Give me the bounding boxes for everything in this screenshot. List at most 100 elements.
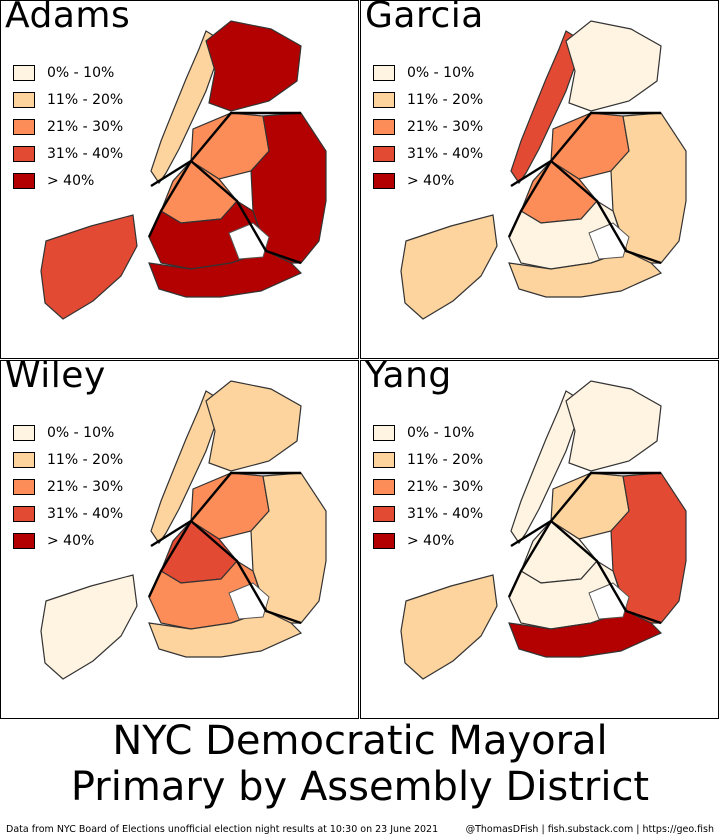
legend-label: 0% - 10% [47, 424, 115, 441]
legend-swatch [373, 64, 395, 81]
region-bronx [205, 380, 302, 472]
borough-map [400, 20, 687, 320]
legend-item: 0% - 10% [373, 59, 483, 86]
legend-label: 31% - 40% [47, 145, 124, 162]
legend-item: > 40% [373, 527, 483, 554]
legend-item: 31% - 40% [373, 500, 483, 527]
legend-swatch [13, 118, 35, 135]
legend-label: 31% - 40% [47, 505, 124, 522]
main-title-line2: Primary by Assembly District [70, 764, 650, 810]
jamaica-bay [228, 222, 270, 260]
legend-item: 31% - 40% [13, 140, 123, 167]
region-brooklyn-south [148, 610, 303, 658]
region-bronx [565, 380, 662, 472]
legend-label: 31% - 40% [407, 505, 484, 522]
borough-boundary [147, 471, 302, 625]
author-credits: @ThomasDFish | fish.substack.com | https… [465, 824, 714, 835]
legend-item: 11% - 20% [13, 446, 123, 473]
legend-label: 11% - 20% [47, 451, 124, 468]
panel-title: Wiley [5, 360, 106, 396]
legend: 0% - 10% 11% - 20% 21% - 30% 31% - 40% >… [13, 419, 123, 554]
borough-boundary [147, 111, 302, 265]
legend-swatch [13, 424, 35, 441]
jamaica-bay [588, 222, 630, 260]
legend-swatch [373, 505, 395, 522]
main-title-line1: NYC Democratic Mayoral [112, 718, 608, 764]
legend-label: 11% - 20% [407, 91, 484, 108]
legend-label: 21% - 30% [407, 478, 484, 495]
source-note: Data from NYC Board of Elections unoffic… [6, 824, 439, 835]
legend-swatch [373, 478, 395, 495]
region-brooklyn-south [508, 250, 663, 298]
borough-boundary [507, 471, 662, 625]
borough-map [40, 20, 327, 320]
map-panel-wiley: Wiley 0% - 10% 11% - 20% 21% - 30% 31% -… [0, 360, 359, 719]
region-staten-island [400, 574, 498, 680]
legend: 0% - 10% 11% - 20% 21% - 30% 31% - 40% >… [13, 59, 123, 194]
jamaica-bay [588, 582, 630, 620]
borough-boundary [507, 111, 662, 265]
legend-item: 21% - 30% [13, 113, 123, 140]
legend-label: 21% - 30% [47, 118, 124, 135]
legend-swatch [13, 64, 35, 81]
legend-label: 11% - 20% [47, 91, 124, 108]
region-brooklyn-south [508, 610, 663, 658]
region-bronx [205, 20, 302, 112]
legend-label: 0% - 10% [47, 64, 115, 81]
legend-item: 31% - 40% [373, 140, 483, 167]
legend: 0% - 10% 11% - 20% 21% - 30% 31% - 40% >… [373, 59, 483, 194]
legend-swatch [373, 532, 395, 549]
legend-item: 21% - 30% [13, 473, 123, 500]
legend-item: > 40% [13, 527, 123, 554]
map-grid: Adams 0% - 10% 11% - 20% 21% - 30% 31% -… [0, 0, 719, 719]
legend-item: 11% - 20% [13, 86, 123, 113]
legend-swatch [13, 172, 35, 189]
legend-label: > 40% [407, 172, 455, 189]
legend-swatch [13, 91, 35, 108]
region-bronx [565, 20, 662, 112]
legend-label: > 40% [407, 532, 455, 549]
panel-title: Yang [365, 360, 452, 396]
legend-item: 0% - 10% [13, 59, 123, 86]
legend-item: 31% - 40% [13, 500, 123, 527]
panel-title: Garcia [365, 0, 484, 36]
legend-swatch [13, 451, 35, 468]
legend-swatch [13, 145, 35, 162]
legend-swatch [373, 172, 395, 189]
region-staten-island [400, 214, 498, 320]
jamaica-bay [228, 582, 270, 620]
legend-swatch [13, 532, 35, 549]
legend-swatch [13, 478, 35, 495]
legend-item: 0% - 10% [373, 419, 483, 446]
legend-label: 0% - 10% [407, 424, 475, 441]
legend-swatch [373, 118, 395, 135]
legend-item: 21% - 30% [373, 473, 483, 500]
legend-label: 0% - 10% [407, 64, 475, 81]
borough-map [40, 380, 327, 680]
legend-item: > 40% [373, 167, 483, 194]
legend-label: > 40% [47, 172, 95, 189]
legend-label: 11% - 20% [407, 451, 484, 468]
legend-item: > 40% [13, 167, 123, 194]
legend-swatch [13, 505, 35, 522]
region-brooklyn-south [148, 250, 303, 298]
legend-item: 11% - 20% [373, 86, 483, 113]
borough-map [400, 380, 687, 680]
panel-title: Adams [5, 0, 131, 36]
legend-label: 21% - 30% [47, 478, 124, 495]
main-title: NYC Democratic Mayoral Primary by Assemb… [0, 718, 720, 810]
legend-item: 0% - 10% [13, 419, 123, 446]
legend-label: > 40% [47, 532, 95, 549]
legend-swatch [373, 424, 395, 441]
legend-item: 11% - 20% [373, 446, 483, 473]
region-staten-island [40, 574, 138, 680]
map-panel-garcia: Garcia 0% - 10% 11% - 20% 21% - 30% 31% … [360, 0, 719, 359]
legend-label: 21% - 30% [407, 118, 484, 135]
legend-item: 21% - 30% [373, 113, 483, 140]
legend-swatch [373, 91, 395, 108]
region-staten-island [40, 214, 138, 320]
legend-swatch [373, 451, 395, 468]
legend-swatch [373, 145, 395, 162]
map-panel-adams: Adams 0% - 10% 11% - 20% 21% - 30% 31% -… [0, 0, 359, 359]
legend: 0% - 10% 11% - 20% 21% - 30% 31% - 40% >… [373, 419, 483, 554]
